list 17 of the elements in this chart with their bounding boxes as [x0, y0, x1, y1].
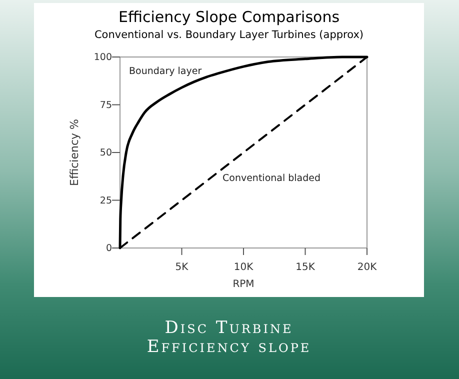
x-axis-title: RPM [232, 279, 254, 290]
chart-subtitle: Conventional vs. Boundary Layer Turbines (approx) [94, 29, 364, 41]
series-label: Boundary layer [129, 66, 202, 77]
y-tick-label: 0 [106, 243, 112, 254]
chart-title: Efficiency Slope Comparisons [118, 8, 340, 26]
x-tick-label: 5K [175, 262, 189, 273]
text: Efficiency slope [146, 337, 312, 357]
series-label: Conventional bladed [222, 173, 321, 184]
text: Disc Turbine [164, 318, 294, 338]
x-tick-label: 20K [357, 262, 378, 273]
y-tick-label: 100 [94, 52, 112, 63]
y-tick-label: 75 [100, 100, 112, 111]
x-tick-label: 10K [234, 262, 254, 273]
x-tick-label: 15K [296, 262, 316, 273]
y-axis-title: Efficiency % [68, 119, 81, 186]
y-tick-label: 50 [100, 148, 112, 158]
y-tick-label: 25 [100, 195, 112, 206]
